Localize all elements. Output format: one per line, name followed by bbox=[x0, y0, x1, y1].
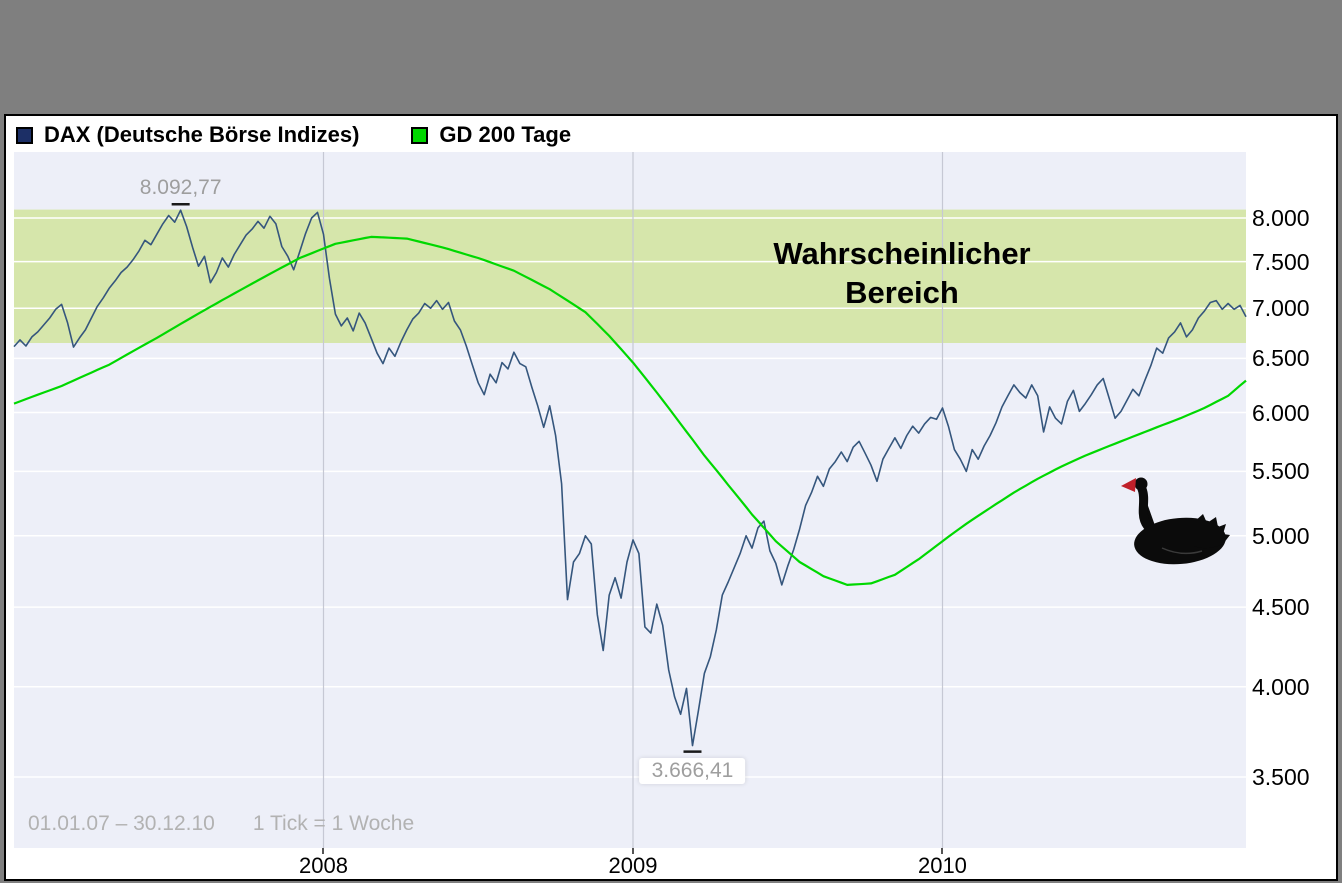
x-axis-label: 2008 bbox=[299, 853, 348, 878]
date-range-text: 01.01.07 – 30.12.10 bbox=[28, 812, 215, 835]
chart-canvas bbox=[13, 152, 1247, 848]
y-axis-label: 8.000 bbox=[1252, 205, 1310, 231]
swan-feather-highlight bbox=[1161, 547, 1203, 555]
high-annotation: 8.092,77 bbox=[139, 176, 222, 200]
y-axis-label: 6.000 bbox=[1252, 399, 1310, 426]
chart-panel: DAX (Deutsche Börse Indizes) GD 200 Tage… bbox=[4, 114, 1338, 881]
low-annotation: 3.666,41 bbox=[639, 757, 746, 784]
y-axis-label: 5.500 bbox=[1252, 458, 1310, 485]
tick-size-text: 1 Tick = 1 Woche bbox=[252, 812, 415, 835]
dax-series-line bbox=[13, 209, 1247, 747]
gd200-series-line bbox=[13, 235, 1247, 586]
y-axis-label: 4.000 bbox=[1252, 673, 1310, 700]
swan-beak bbox=[1121, 478, 1136, 492]
x-axis: 2008 2009 2010 bbox=[14, 152, 1246, 878]
probable-range-line2: Bereich bbox=[845, 275, 959, 310]
y-axis-label: 3.500 bbox=[1252, 763, 1310, 790]
y-axis-label: 6.500 bbox=[1252, 345, 1310, 372]
chart-footnote: 01.01.07 – 30.12.10 1 Tick = 1 Woche bbox=[28, 812, 414, 836]
y-axis: 8.000 7.500 7.000 6.500 6.000 5.500 5.000 4.500… bbox=[1252, 152, 1336, 848]
swan-head bbox=[1134, 477, 1148, 491]
y-axis-label: 7.000 bbox=[1252, 295, 1310, 322]
x-axis-label: 2010 bbox=[917, 853, 967, 878]
dax-swatch-icon bbox=[16, 126, 33, 144]
gd200-swatch-icon bbox=[411, 126, 429, 144]
x-axis-tick bbox=[631, 848, 634, 854]
probable-range-line1: Wahrscheinlicher bbox=[773, 236, 1031, 271]
price-chart: 8.092,77 3.666,41 Wahrscheinlicher Berei… bbox=[13, 152, 1247, 878]
legend-label-dax: DAX (Deutsche Börse Indizes) bbox=[44, 122, 360, 147]
x-axis-tick bbox=[941, 848, 944, 854]
y-axis-label: 5.000 bbox=[1252, 522, 1310, 549]
x-axis-tick bbox=[322, 848, 325, 854]
legend-item-dax[interactable]: DAX (Deutsche Börse Indizes) bbox=[16, 122, 359, 148]
swan-wing bbox=[1194, 514, 1230, 549]
y-axis-label: 7.500 bbox=[1252, 248, 1310, 275]
legend: DAX (Deutsche Börse Indizes) GD 200 Tage bbox=[16, 122, 571, 148]
x-axis-label: 2009 bbox=[608, 853, 658, 878]
legend-label-gd200: GD 200 Tage bbox=[439, 122, 572, 147]
probable-range-label: Wahrscheinlicher Bereich bbox=[672, 234, 1132, 312]
legend-item-gd200[interactable]: GD 200 Tage bbox=[411, 122, 571, 148]
black-swan-icon bbox=[1121, 477, 1230, 565]
probable-range-band bbox=[14, 209, 1246, 343]
y-axis-label: 4.500 bbox=[1252, 594, 1310, 621]
